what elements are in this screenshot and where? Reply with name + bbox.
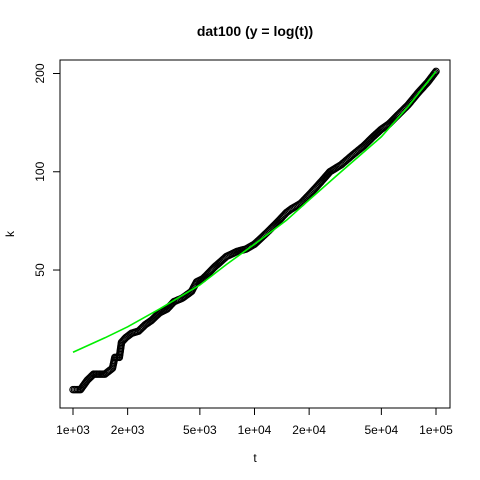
y-tick-label: 100 bbox=[33, 161, 47, 181]
y-tick-label: 200 bbox=[33, 63, 47, 83]
x-tick-label: 1e+04 bbox=[238, 423, 272, 437]
y-tick-label: 50 bbox=[33, 263, 47, 277]
x-tick-label: 5e+03 bbox=[183, 423, 217, 437]
data-point bbox=[431, 68, 439, 77]
data-point bbox=[432, 67, 440, 76]
fit-line bbox=[72, 70, 437, 353]
chart-title: dat100 (y = log(t)) bbox=[197, 23, 313, 39]
x-tick-label: 2e+03 bbox=[111, 423, 145, 437]
x-tick-label: 2e+04 bbox=[292, 423, 326, 437]
x-axis-label: t bbox=[253, 451, 257, 465]
x-tick-label: 1e+03 bbox=[56, 423, 90, 437]
x-tick-label: 1e+05 bbox=[419, 423, 453, 437]
x-tick-label: 5e+04 bbox=[365, 423, 399, 437]
y-axis-label: k bbox=[3, 230, 17, 237]
